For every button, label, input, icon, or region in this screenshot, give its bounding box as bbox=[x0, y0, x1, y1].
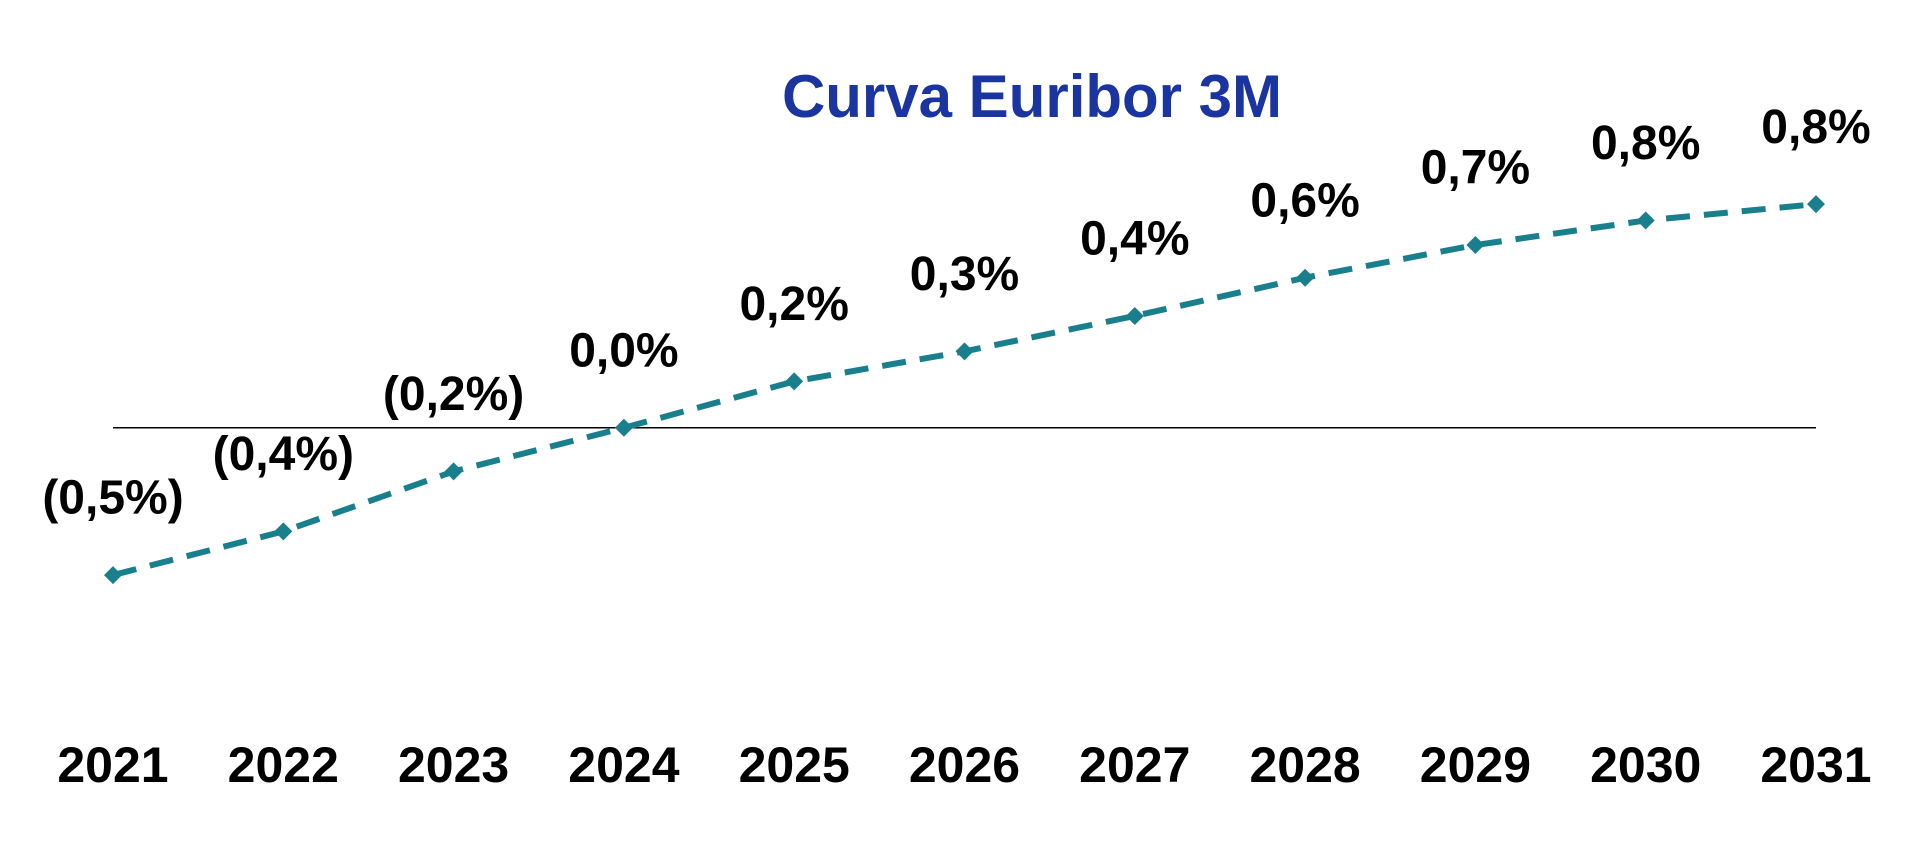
marker bbox=[444, 462, 463, 481]
data-label: 0,7% bbox=[1421, 142, 1530, 195]
x-tick-label: 2025 bbox=[739, 737, 850, 793]
marker bbox=[1807, 195, 1825, 214]
x-tick-label: 2022 bbox=[228, 737, 339, 793]
x-tick-label: 2023 bbox=[398, 737, 509, 793]
marker bbox=[1636, 211, 1655, 230]
marker bbox=[1466, 236, 1485, 255]
marker bbox=[1296, 268, 1315, 287]
data-label: 0,3% bbox=[910, 248, 1019, 301]
data-label: 0,0% bbox=[569, 324, 678, 377]
marker bbox=[785, 372, 804, 391]
data-label: 0,8% bbox=[1761, 101, 1870, 154]
x-tick-label: 2028 bbox=[1249, 737, 1360, 793]
x-tick-label: 2030 bbox=[1590, 737, 1701, 793]
x-tick-label: 2021 bbox=[57, 737, 168, 793]
x-tick-label: 2026 bbox=[909, 737, 1020, 793]
data-label: (0,4%) bbox=[213, 428, 354, 481]
data-label: 0,8% bbox=[1591, 117, 1700, 170]
marker bbox=[614, 418, 633, 437]
x-tick-label: 2027 bbox=[1079, 737, 1190, 793]
x-tick-label: 2029 bbox=[1420, 737, 1531, 793]
chart-title: Curva Euribor 3M bbox=[782, 63, 1282, 130]
marker bbox=[274, 522, 293, 541]
data-label: 0,4% bbox=[1080, 213, 1189, 266]
marker bbox=[104, 566, 122, 585]
data-label: 0,6% bbox=[1250, 174, 1359, 227]
data-label: 0,2% bbox=[739, 278, 848, 331]
data-label: (0,5%) bbox=[42, 472, 183, 525]
marker bbox=[955, 342, 974, 361]
marker bbox=[1125, 306, 1144, 325]
x-tick-label: 2031 bbox=[1760, 737, 1871, 793]
x-tick-label: 2024 bbox=[568, 737, 679, 793]
data-label: (0,2%) bbox=[383, 368, 524, 421]
